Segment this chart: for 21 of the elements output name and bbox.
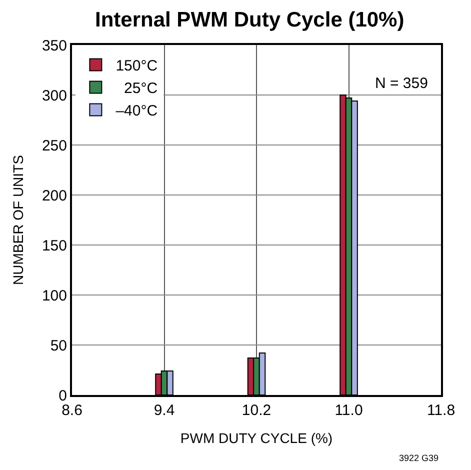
y-axis-title: NUMBER OF UNITS xyxy=(10,155,26,285)
x-tick-label: 9.4 xyxy=(154,402,175,419)
y-tick-label: 250 xyxy=(42,137,67,154)
x-tick-label: 10.2 xyxy=(242,402,272,419)
y-tick-label: 200 xyxy=(42,187,67,204)
x-axis-title: PWM DUTY CYCLE (%) xyxy=(180,430,333,446)
chart-title: Internal PWM Duty Cycle (10%) xyxy=(95,8,404,32)
y-tick-label: 350 xyxy=(42,37,67,54)
x-tick-label: 8.6 xyxy=(62,402,82,419)
legend-label: –40°C xyxy=(116,102,158,120)
x-tick-label: 11.0 xyxy=(334,402,363,419)
legend-label: 150°C xyxy=(116,58,158,75)
y-tick-label: 300 xyxy=(42,87,67,104)
legend-label: 25°C xyxy=(116,80,158,98)
x-tick-label: 11.8 xyxy=(426,402,456,419)
text: 3922 G39 xyxy=(399,453,439,463)
y-tick-label: 150 xyxy=(42,237,67,254)
y-tick-label: 50 xyxy=(50,337,67,354)
annotation: N = 359 xyxy=(375,75,428,92)
y-tick-label: 0 xyxy=(58,387,67,404)
y-tick-label: 100 xyxy=(42,287,67,304)
